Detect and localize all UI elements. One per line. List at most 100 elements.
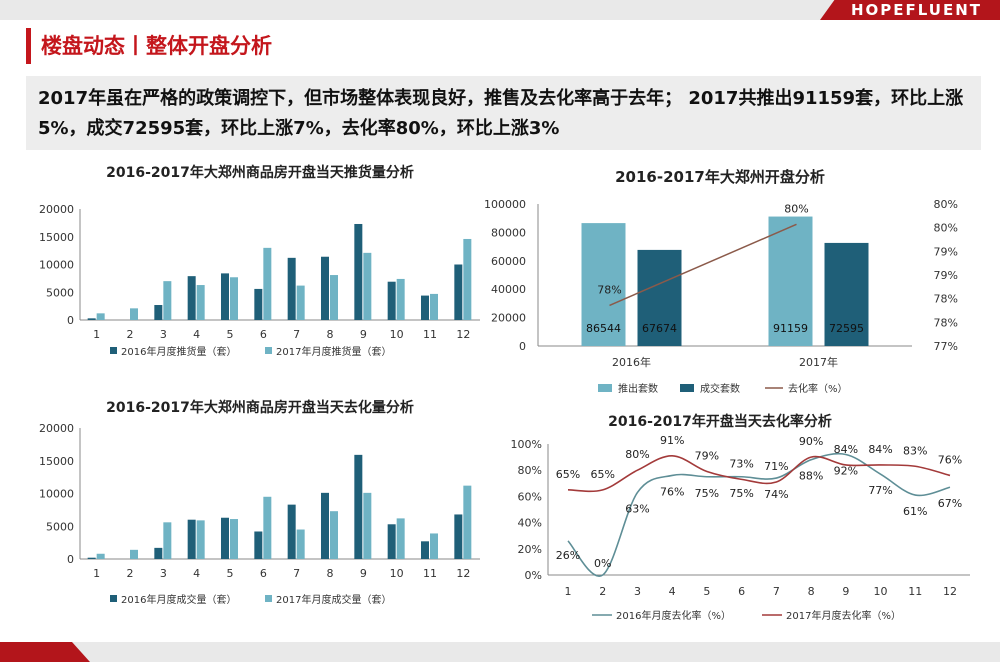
legend-label: 成交套数 — [700, 382, 740, 395]
x-tick-label: 8 — [327, 328, 334, 341]
x-tick-label: 6 — [260, 328, 267, 341]
y2-tick-label: 78% — [934, 316, 958, 329]
chart-title-absorption: 2016-2017年大郑州商品房开盘当天去化量分析 — [106, 400, 414, 416]
data-label: 91% — [660, 434, 684, 447]
chart-opening: 0 20000 40000 60000 80000 100000 77% 78% 78% 79% 7… — [484, 198, 958, 395]
bar-2016 — [321, 492, 329, 559]
bar-2017 — [130, 308, 138, 320]
data-label: 75% — [729, 487, 753, 500]
bar-value-label: 67674 — [642, 322, 677, 335]
x-tick-label: 2 — [599, 585, 606, 598]
y-tick-label: 80% — [518, 464, 542, 477]
bar-2017 — [363, 492, 372, 559]
bar-2017 — [430, 533, 438, 559]
y-tick-label: 5000 — [46, 286, 74, 299]
data-label: 84% — [868, 443, 892, 456]
x-tick-label: 1 — [565, 585, 572, 598]
bar-2016 — [87, 318, 96, 320]
x-tick-label: 7 — [293, 567, 300, 580]
y-tick-label: 80000 — [491, 226, 526, 239]
y2-tick-label: 80% — [934, 198, 958, 211]
chart-rate: 0%20%40%60%80%100%1 2 3 4 5 6 7 8 9 10 11 1226%0%63… — [511, 434, 970, 622]
bottom-bar — [0, 642, 1000, 662]
y-tick-label: 20000 — [491, 312, 526, 325]
rate-label: 78% — [597, 283, 621, 296]
legend-swatch — [265, 347, 272, 354]
y2-tick-label: 79% — [934, 245, 958, 258]
data-label: 65% — [556, 468, 580, 481]
data-label: 65% — [591, 468, 615, 481]
bar-2017 — [263, 247, 272, 320]
bar-launched — [768, 216, 813, 346]
x-tick-label: 4 — [193, 567, 200, 580]
summary-text: 2017年虽在严格的政策调控下，但市场整体表现良好，推售及去化率高于去年； 20… — [26, 76, 981, 150]
data-label: 84% — [834, 443, 858, 456]
bar-2017 — [330, 275, 338, 320]
y2-tick-label: 78% — [934, 293, 958, 306]
y-tick-label: 0 — [519, 340, 526, 353]
bar-2016 — [354, 454, 363, 559]
x-tick-label: 7 — [293, 328, 300, 341]
line-rate — [609, 223, 797, 307]
bar-2017 — [396, 278, 405, 320]
data-label: 67% — [938, 497, 962, 510]
legend-label: 2017年月度推货量（套） — [276, 345, 391, 358]
x-tick-label: 11 — [423, 328, 437, 341]
data-label: 83% — [903, 444, 927, 457]
bar-2016 — [221, 273, 229, 320]
x-tick-label: 9 — [360, 328, 367, 341]
bar-2017 — [330, 511, 338, 559]
bar-2016 — [287, 504, 296, 559]
data-label: 76% — [938, 453, 962, 466]
bar-2016 — [454, 514, 463, 559]
x-tick-label: 5 — [227, 567, 234, 580]
bar-2017 — [163, 522, 172, 559]
rate-label: 80% — [784, 202, 808, 215]
data-label: 80% — [625, 448, 649, 461]
y-tick-label: 0 — [67, 553, 74, 566]
data-label: 0% — [594, 557, 611, 570]
bar-2016 — [421, 541, 429, 559]
y-tick-label: 100% — [511, 438, 542, 451]
bar-2016 — [387, 524, 396, 559]
y-tick-label: 100000 — [484, 198, 526, 211]
y-tick-label: 40% — [518, 517, 542, 530]
brand-name: HOPEFLUENT — [850, 1, 982, 19]
x-tick-label: 3 — [160, 567, 167, 580]
bar-2017 — [96, 553, 105, 559]
x-tick-label: 8 — [808, 585, 815, 598]
bar-2016 — [154, 305, 163, 320]
bar-2016 — [187, 276, 196, 320]
x-tick-label: 4 — [193, 328, 200, 341]
x-tick-label: 10 — [390, 328, 404, 341]
brand-logo: HOPEFLUENT — [820, 0, 1000, 20]
x-tick-label: 11 — [908, 585, 922, 598]
y-tick-label: 20000 — [39, 422, 74, 435]
x-tick-label: 5 — [227, 328, 234, 341]
bar-2016 — [421, 295, 429, 320]
data-label: 63% — [625, 502, 649, 515]
data-label: 26% — [556, 549, 580, 562]
data-label: 75% — [695, 487, 719, 500]
bar-2017 — [296, 529, 305, 559]
y-tick-label: 60000 — [491, 255, 526, 268]
bar-value-label: 86544 — [586, 322, 621, 335]
bar-2016 — [321, 256, 329, 320]
bar-2017 — [230, 277, 238, 320]
x-tick-label: 4 — [669, 585, 676, 598]
legend-label: 2017年月度成交量（套） — [276, 593, 391, 606]
legend-label: 2017年月度去化率（%） — [786, 609, 901, 622]
x-tick-label: 8 — [327, 567, 334, 580]
chart-title-opening: 2016-2017年大郑州开盘分析 — [615, 168, 825, 186]
x-tick-label: 2 — [127, 328, 134, 341]
bar-2017 — [396, 518, 405, 559]
data-label: 74% — [764, 488, 788, 501]
bar-2016 — [254, 288, 263, 320]
bar-2016 — [154, 547, 163, 559]
x-tick-label: 9 — [360, 567, 367, 580]
y2-tick-label: 80% — [934, 222, 958, 235]
x-tick-label: 10 — [874, 585, 888, 598]
x-tick-label: 11 — [423, 567, 437, 580]
legend-label: 2016年月度去化率（%） — [616, 609, 731, 622]
data-label: 71% — [764, 460, 788, 473]
